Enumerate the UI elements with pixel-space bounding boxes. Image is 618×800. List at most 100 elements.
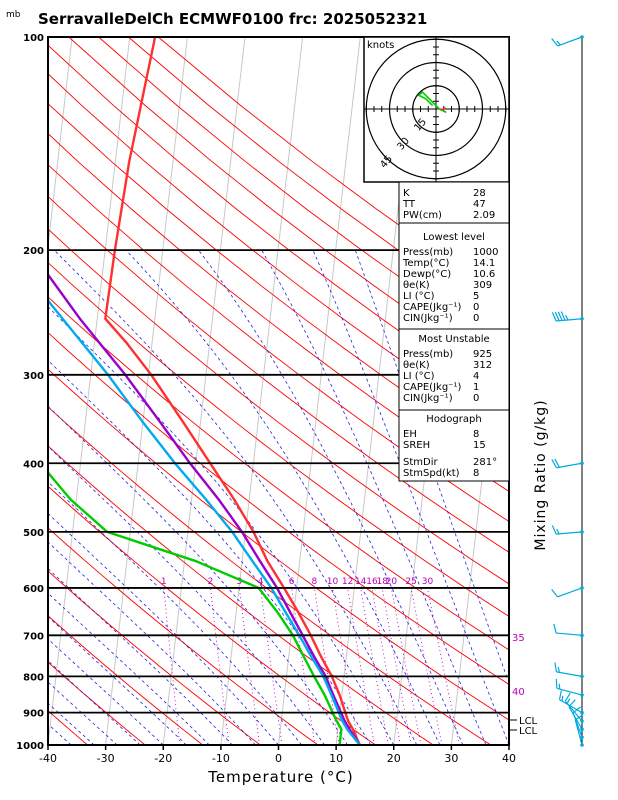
dewpoint-profile — [48, 470, 343, 745]
wind-barb — [553, 623, 584, 638]
wind-barb-shaft — [556, 671, 583, 677]
temperature-tick-label: 30 — [444, 752, 458, 765]
wind-barb-flag — [553, 623, 557, 634]
mixing-ratio-label: 14 — [355, 577, 367, 587]
index-name: CAPE(Jkg⁻¹) — [403, 382, 461, 393]
moist-adiabat — [48, 405, 348, 745]
lcl-label-2: LCL — [519, 726, 538, 737]
mixing-ratio-label: 12 — [342, 577, 353, 587]
wind-barb-flag — [551, 312, 557, 322]
wind-barb-half — [561, 695, 564, 702]
indices-section-title: Lowest level — [423, 232, 485, 243]
index-value: 312 — [473, 360, 492, 371]
mixing-ratio-axis-title: Mixing Ratio (g/kg) — [533, 399, 549, 550]
wind-barb-flag — [558, 690, 562, 700]
index-value: 8 — [473, 429, 479, 440]
wind-barb-flag — [551, 589, 559, 598]
temperature-tick-label: -20 — [154, 752, 172, 765]
mixing-ratio-line — [427, 587, 460, 745]
temperature-tick-label: 40 — [502, 752, 516, 765]
wind-barb-half — [557, 666, 560, 673]
mixing-ratio-label: 3 — [236, 577, 242, 587]
wind-barb — [551, 525, 584, 535]
mixing-ratio-label: 1 — [161, 577, 167, 587]
index-name: LI (°C) — [403, 371, 435, 382]
mixing-ratio-label: 10 — [327, 577, 339, 587]
hodograph-inset: knots 15 30 45 — [363, 36, 510, 183]
index-value: 0 — [473, 313, 479, 324]
dry-adiabat — [48, 331, 509, 685]
wind-barbs — [551, 35, 584, 747]
wind-barb-flag — [551, 525, 557, 535]
wind-barb-shaft — [556, 687, 583, 696]
index-name: TT — [402, 199, 416, 210]
wind-barb-half — [556, 40, 561, 46]
isotherm — [278, 37, 361, 745]
dry-adiabat — [68, 37, 509, 380]
temperature-tick-label: 10 — [329, 752, 343, 765]
mixing-ratio-label: 4 — [258, 577, 264, 587]
moist-adiabat — [48, 481, 302, 745]
indices-section-title: Hodograph — [426, 414, 481, 425]
temperature-tick-label: -10 — [212, 752, 230, 765]
pressure-tick-label: 700 — [23, 631, 44, 642]
index-name: Dewp(°C) — [403, 269, 451, 280]
wind-barb-half — [556, 528, 560, 535]
pressure-tick-label: 800 — [23, 672, 44, 683]
index-value: 8 — [473, 468, 479, 479]
pressure-tick-label: 400 — [23, 459, 44, 470]
wind-barb-flag — [560, 311, 566, 321]
dry-adiabat — [48, 44, 509, 407]
dry-adiabat — [48, 164, 509, 523]
index-name: Temp(°C) — [402, 258, 450, 269]
dry-adiabat — [48, 485, 376, 745]
temperature-profile — [104, 37, 361, 745]
pressure-tick-label: 900 — [23, 709, 44, 720]
pressure-tick-label: 100 — [23, 33, 44, 44]
wind-barb-shaft — [572, 712, 583, 738]
dry-adiabat — [48, 261, 509, 617]
index-value: 0 — [473, 302, 479, 313]
wind-barb-shaft — [556, 318, 583, 322]
isotherm — [162, 37, 246, 745]
index-value: 1 — [473, 382, 479, 393]
moist-adiabat — [125, 249, 441, 745]
dry-adiabat — [48, 368, 509, 721]
wind-barb — [551, 311, 584, 322]
wind-barb — [551, 458, 584, 469]
index-value: 5 — [473, 291, 479, 302]
wind-barb-flag — [554, 311, 560, 321]
y-axis: 100 200 300 400 500 600 700 800 900 1000 — [16, 33, 44, 752]
moist-adiabat — [53, 249, 418, 745]
index-value: 15 — [473, 440, 486, 451]
mixing-ratio-line — [410, 587, 443, 745]
wind-barb-shaft — [556, 531, 583, 535]
wind-barb-shaft — [556, 462, 583, 469]
indices-section-title: Most Unstable — [418, 334, 489, 345]
wind-barb-half — [565, 314, 569, 321]
index-name: Press(mb) — [403, 349, 453, 360]
isotherm — [220, 37, 304, 745]
wind-barb — [572, 706, 584, 740]
lcl-label-1: LCL — [519, 716, 538, 727]
index-value: 2.09 — [473, 210, 495, 221]
mixing-ratio-line — [260, 587, 283, 745]
wind-barb — [554, 662, 584, 679]
pressure-units-label: mb — [6, 10, 21, 20]
mixing-ratio-label: 6 — [289, 577, 295, 587]
isotherm — [48, 37, 73, 251]
mixing-ratio-label: 30 — [422, 577, 434, 587]
mixing-ratio-label: 16 — [366, 577, 378, 587]
wind-barb-flag — [551, 38, 559, 47]
index-value: 1000 — [473, 247, 498, 258]
index-name: CAPE(Jkg⁻¹) — [403, 302, 461, 313]
dry-adiabat — [48, 132, 509, 492]
wind-barb — [551, 35, 584, 47]
moist-adiabat — [48, 616, 187, 745]
temperature-tick-label: 20 — [387, 752, 401, 765]
parcel_alt-profile — [48, 298, 361, 745]
mixing-ratio-label: 20 — [386, 577, 398, 587]
